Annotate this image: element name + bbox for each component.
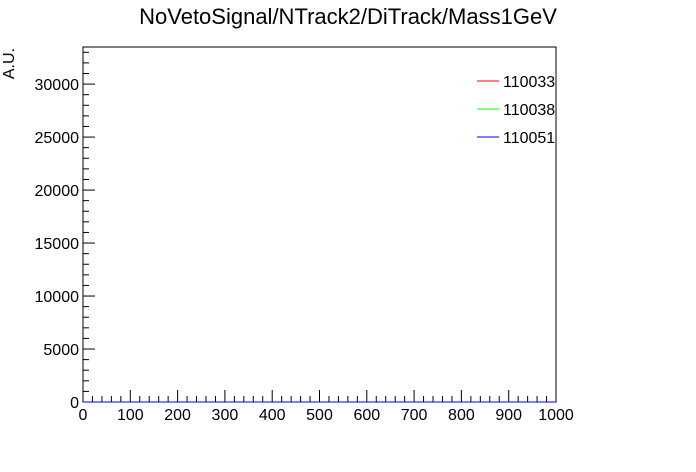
legend-label: 110051 (503, 130, 555, 147)
legend-label: 110038 (503, 102, 555, 119)
x-axis-ticks: 0 100 200 300 400 500 600 700 800 900 1000 (79, 390, 574, 424)
x-tick-label: 0 (79, 407, 88, 424)
y-axis-ticks: 0 5000 10000 15000 20000 25000 30000 (35, 51, 95, 412)
y-tick-label: 30000 (35, 77, 80, 94)
x-tick-label: 700 (401, 407, 428, 424)
y-axis-label: A.U. (1, 48, 18, 79)
y-tick-label: 25000 (35, 130, 80, 147)
x-tick-label: 300 (212, 407, 239, 424)
legend: 110033 110038 110051 (477, 74, 555, 147)
x-tick-label: 200 (164, 407, 191, 424)
legend-label: 110033 (503, 74, 555, 91)
x-tick-label: 1000 (538, 407, 574, 424)
y-tick-label: 5000 (43, 342, 79, 359)
y-tick-label: 10000 (35, 289, 80, 306)
y-tick-label: 0 (70, 395, 79, 412)
chart-title: NoVetoSignal/NTrack2/DiTrack/Mass1GeV (139, 4, 557, 29)
y-tick-label: 15000 (35, 236, 80, 253)
x-tick-label: 400 (259, 407, 286, 424)
x-tick-label: 600 (353, 407, 380, 424)
x-tick-label: 900 (495, 407, 522, 424)
x-tick-label: 500 (306, 407, 333, 424)
x-tick-label: 800 (448, 407, 475, 424)
x-tick-label: 100 (117, 407, 144, 424)
y-tick-label: 20000 (35, 183, 80, 200)
